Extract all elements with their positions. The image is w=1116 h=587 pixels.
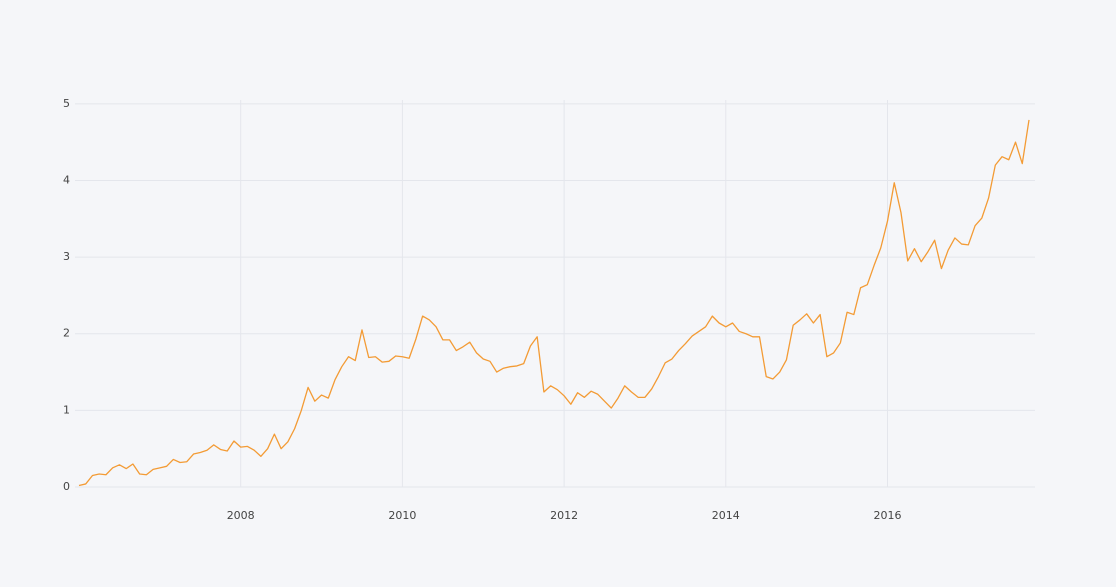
y-tick-label: 5 [63,97,70,110]
x-tick-label: 2014 [712,509,740,522]
y-tick-label: 2 [63,327,70,340]
x-tick-label: 2016 [874,509,902,522]
x-tick-label: 2012 [550,509,578,522]
y-tick-label: 4 [63,173,70,186]
line-series [78,119,1030,487]
y-tick-label: 3 [63,250,70,263]
x-tick-label: 2008 [227,509,255,522]
y-tick-label: 0 [63,480,70,493]
y-tick-label: 1 [63,403,70,416]
x-tick-label: 2010 [388,509,416,522]
